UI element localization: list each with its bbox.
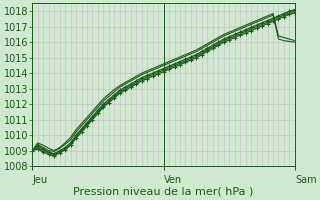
- X-axis label: Pression niveau de la mer( hPa ): Pression niveau de la mer( hPa ): [73, 187, 254, 197]
